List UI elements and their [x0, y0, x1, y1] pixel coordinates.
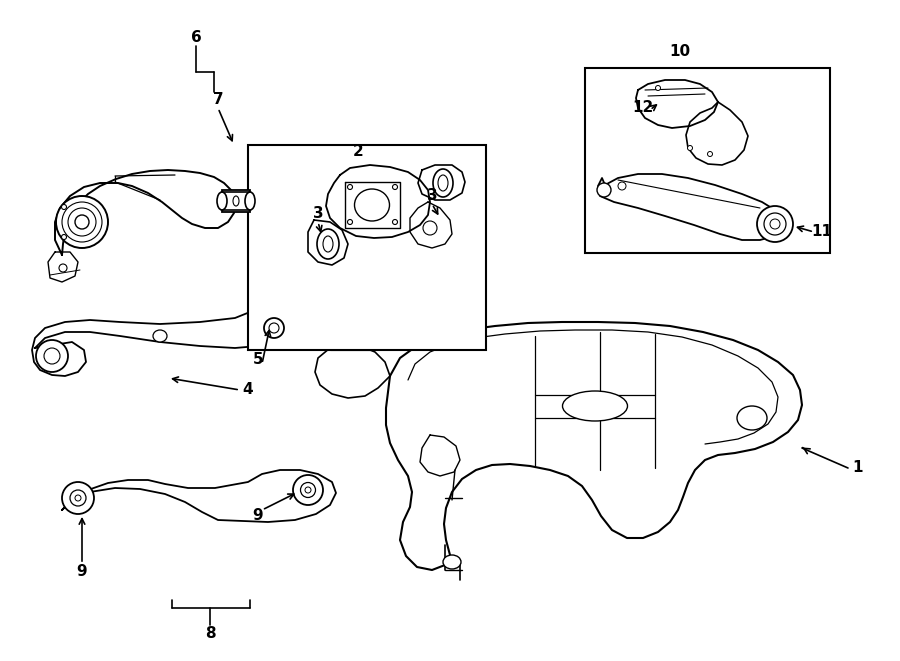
Text: 6: 6 — [191, 30, 202, 46]
Ellipse shape — [597, 183, 611, 197]
Text: 5: 5 — [253, 352, 264, 368]
Ellipse shape — [433, 169, 453, 197]
Ellipse shape — [44, 348, 60, 364]
Polygon shape — [326, 165, 430, 238]
Ellipse shape — [562, 391, 627, 421]
Ellipse shape — [233, 196, 239, 206]
Text: 8: 8 — [204, 625, 215, 641]
Ellipse shape — [264, 318, 284, 338]
Polygon shape — [55, 170, 236, 255]
Ellipse shape — [317, 229, 339, 259]
Text: 4: 4 — [243, 383, 253, 397]
Text: 9: 9 — [76, 564, 87, 580]
Polygon shape — [345, 182, 400, 228]
Polygon shape — [420, 435, 460, 476]
Text: 10: 10 — [670, 44, 690, 59]
Text: 1: 1 — [853, 461, 863, 475]
Ellipse shape — [62, 202, 102, 242]
Ellipse shape — [305, 487, 311, 493]
Ellipse shape — [217, 192, 227, 210]
Ellipse shape — [618, 182, 626, 190]
Polygon shape — [32, 310, 286, 376]
Bar — [248, 145, 486, 350]
Ellipse shape — [61, 235, 67, 239]
Polygon shape — [636, 80, 718, 128]
Ellipse shape — [36, 340, 68, 372]
Ellipse shape — [347, 184, 353, 190]
Polygon shape — [308, 220, 348, 265]
Ellipse shape — [737, 406, 767, 430]
Ellipse shape — [269, 323, 279, 333]
Bar — [585, 68, 830, 253]
Ellipse shape — [70, 490, 86, 506]
Polygon shape — [62, 470, 336, 522]
Ellipse shape — [443, 555, 461, 569]
Ellipse shape — [655, 85, 661, 91]
Polygon shape — [410, 202, 452, 248]
Text: 12: 12 — [633, 100, 653, 116]
Ellipse shape — [347, 219, 353, 225]
Ellipse shape — [688, 145, 692, 151]
Ellipse shape — [757, 206, 793, 242]
Polygon shape — [48, 252, 78, 282]
Polygon shape — [686, 102, 748, 165]
Ellipse shape — [75, 215, 89, 229]
Ellipse shape — [764, 213, 786, 235]
Polygon shape — [386, 322, 802, 570]
Polygon shape — [598, 174, 782, 240]
Ellipse shape — [56, 196, 108, 248]
Bar — [222, 190, 250, 212]
Ellipse shape — [153, 330, 167, 342]
Polygon shape — [315, 344, 390, 398]
Ellipse shape — [355, 189, 390, 221]
Text: 3: 3 — [312, 206, 323, 221]
Ellipse shape — [62, 482, 94, 514]
Text: 11: 11 — [812, 225, 833, 239]
Ellipse shape — [245, 192, 255, 210]
Ellipse shape — [423, 221, 437, 235]
Text: 3: 3 — [427, 188, 437, 204]
Ellipse shape — [438, 175, 448, 191]
Ellipse shape — [293, 475, 323, 505]
Ellipse shape — [392, 219, 398, 225]
Polygon shape — [418, 165, 465, 200]
Ellipse shape — [75, 495, 81, 501]
Ellipse shape — [68, 208, 96, 236]
Text: 2: 2 — [353, 145, 364, 159]
Ellipse shape — [323, 236, 333, 252]
Ellipse shape — [301, 483, 316, 498]
Ellipse shape — [707, 151, 713, 157]
Ellipse shape — [59, 264, 67, 272]
Text: 7: 7 — [212, 93, 223, 108]
Ellipse shape — [392, 184, 398, 190]
Text: 9: 9 — [253, 508, 264, 522]
Ellipse shape — [770, 219, 780, 229]
Ellipse shape — [61, 204, 67, 210]
